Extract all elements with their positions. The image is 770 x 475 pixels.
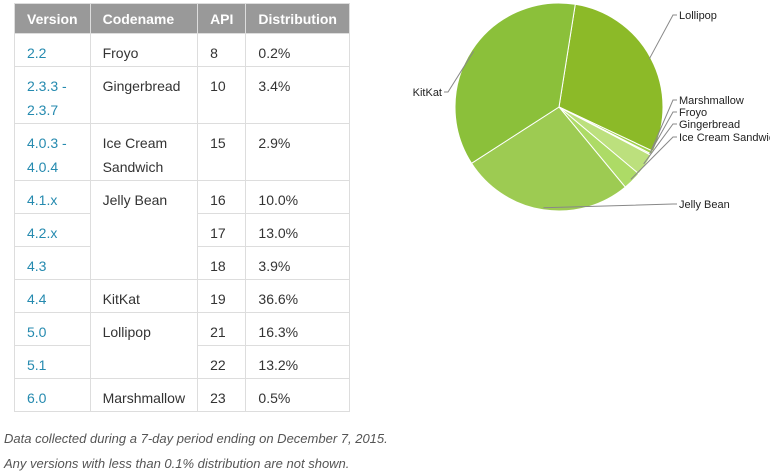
distribution-cell: 3.4% xyxy=(245,66,350,124)
api-cell: 17 xyxy=(197,213,247,247)
api-cell: 10 xyxy=(197,66,247,124)
leader-line xyxy=(630,136,677,180)
api-cell: 18 xyxy=(197,246,247,280)
version-cell[interactable]: 4.4 xyxy=(14,279,91,313)
leader-line xyxy=(650,99,677,153)
pie-slice-lollipop xyxy=(558,3,664,152)
version-cell[interactable]: 6.0 xyxy=(14,378,91,412)
pie-label: Ice Cream Sandwich xyxy=(679,132,770,144)
version-cell[interactable]: 4.2.x xyxy=(14,213,91,247)
version-cell[interactable]: 2.3.3 - 2.3.7 xyxy=(14,66,91,124)
distribution-cell: 16.3% xyxy=(245,312,350,346)
pie-label: Froyo xyxy=(679,107,707,119)
codename-cell: Marshmallow xyxy=(89,378,199,412)
distribution-cell: 0.2% xyxy=(245,33,350,67)
codename-cell: Jelly Bean xyxy=(89,180,199,280)
pie-label: Marshmallow xyxy=(679,95,744,107)
table-row: 4.3 18 3.9% xyxy=(14,246,350,280)
pie-label: Gingerbread xyxy=(679,119,740,131)
table-row: 4.2.x 17 13.0% xyxy=(14,213,350,247)
leader-line xyxy=(643,123,677,165)
distribution-cell: 2.9% xyxy=(245,123,350,181)
api-cell: 16 xyxy=(197,180,247,214)
header-distribution: Distribution xyxy=(245,3,350,34)
leader-line xyxy=(444,51,475,93)
distribution-cell: 3.9% xyxy=(245,246,350,280)
distribution-cell: 0.5% xyxy=(245,378,350,412)
threshold-note: Any versions with less than 0.1% distrib… xyxy=(4,456,350,471)
api-cell: 22 xyxy=(197,345,247,379)
distribution-table: Version Codename API Distribution 2.2 Fr… xyxy=(14,3,350,412)
table-row: 4.4 KitKat 19 36.6% xyxy=(14,279,350,313)
leader-line xyxy=(649,111,677,155)
version-cell[interactable]: 5.0 xyxy=(14,312,91,346)
distribution-cell: 36.6% xyxy=(245,279,350,313)
table-row: 4.1.x Jelly Bean 16 10.0% xyxy=(14,180,350,280)
distribution-cell: 13.0% xyxy=(245,213,350,247)
codename-cell: Lollipop xyxy=(89,312,199,379)
distribution-cell: 10.0% xyxy=(245,180,350,214)
codename-cell: Gingerbread xyxy=(89,66,199,124)
table-row: 6.0 Marshmallow 23 0.5% xyxy=(14,378,350,412)
codename-cell: Froyo xyxy=(89,33,199,67)
version-cell[interactable]: 4.0.3 - 4.0.4 xyxy=(14,123,91,181)
header-codename: Codename xyxy=(89,3,199,34)
pie-slice-kitkat xyxy=(454,2,576,164)
table-row: 4.0.3 - 4.0.4 Ice Cream Sandwich 15 2.9% xyxy=(14,123,350,181)
table-header-row: Version Codename API Distribution xyxy=(14,3,350,34)
codename-cell: KitKat xyxy=(89,279,199,313)
distribution-cell: 13.2% xyxy=(245,345,350,379)
version-cell[interactable]: 5.1 xyxy=(14,345,91,379)
codename-cell: Ice Cream Sandwich xyxy=(89,123,199,181)
api-cell: 8 xyxy=(197,33,247,67)
version-cell[interactable]: 4.3 xyxy=(14,246,91,280)
version-cell[interactable]: 4.1.x xyxy=(14,180,91,214)
table-row: 2.2 Froyo 8 0.2% xyxy=(14,33,350,67)
api-cell: 23 xyxy=(197,378,247,412)
table-row: 5.0 Lollipop 21 16.3% xyxy=(14,312,350,379)
pie-slice-jelly-bean xyxy=(470,106,626,212)
api-cell: 15 xyxy=(197,123,247,181)
version-cell[interactable]: 2.2 xyxy=(14,33,91,67)
api-cell: 21 xyxy=(197,312,247,346)
pie-label: Jelly Bean xyxy=(679,199,730,211)
header-version: Version xyxy=(14,3,91,34)
leader-line xyxy=(543,203,677,209)
api-cell: 19 xyxy=(197,279,247,313)
pie-label: Lollipop xyxy=(679,10,717,22)
pie-label: KitKat xyxy=(413,87,442,99)
data-collection-note: Data collected during a 7-day period end… xyxy=(4,431,388,446)
table-row: 2.3.3 - 2.3.7 Gingerbread 10 3.4% xyxy=(14,66,350,124)
table-row: 5.1 22 13.2% xyxy=(14,345,350,379)
leader-line xyxy=(648,14,677,60)
header-api: API xyxy=(197,3,247,34)
